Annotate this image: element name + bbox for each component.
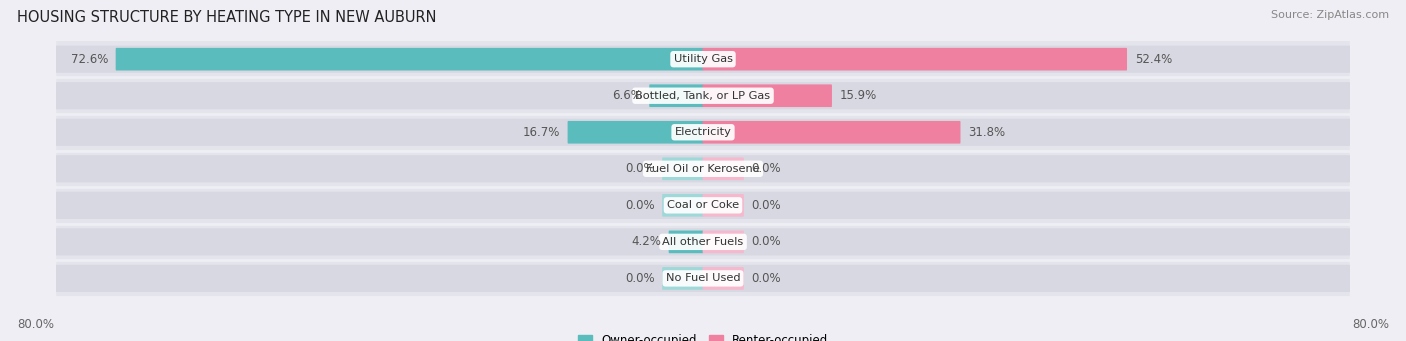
Text: 0.0%: 0.0%	[752, 199, 782, 212]
Text: 6.6%: 6.6%	[612, 89, 641, 102]
FancyBboxPatch shape	[662, 158, 703, 180]
FancyBboxPatch shape	[56, 155, 1350, 182]
FancyBboxPatch shape	[56, 228, 1350, 255]
Text: 16.7%: 16.7%	[523, 126, 560, 139]
FancyBboxPatch shape	[56, 114, 1350, 150]
FancyBboxPatch shape	[56, 119, 1350, 146]
Text: 0.0%: 0.0%	[752, 162, 782, 175]
FancyBboxPatch shape	[703, 267, 744, 290]
FancyBboxPatch shape	[568, 121, 703, 144]
FancyBboxPatch shape	[56, 46, 1350, 73]
Text: HOUSING STRUCTURE BY HEATING TYPE IN NEW AUBURN: HOUSING STRUCTURE BY HEATING TYPE IN NEW…	[17, 10, 436, 25]
FancyBboxPatch shape	[56, 41, 1350, 77]
Text: 52.4%: 52.4%	[1135, 53, 1173, 66]
Text: No Fuel Used: No Fuel Used	[665, 273, 741, 283]
FancyBboxPatch shape	[56, 192, 1350, 219]
FancyBboxPatch shape	[669, 231, 703, 253]
Text: Electricity: Electricity	[675, 127, 731, 137]
Text: 80.0%: 80.0%	[17, 318, 53, 331]
FancyBboxPatch shape	[703, 48, 1128, 71]
Text: 15.9%: 15.9%	[839, 89, 877, 102]
Text: 0.0%: 0.0%	[752, 235, 782, 248]
Text: All other Fuels: All other Fuels	[662, 237, 744, 247]
FancyBboxPatch shape	[56, 187, 1350, 224]
Text: Coal or Coke: Coal or Coke	[666, 200, 740, 210]
FancyBboxPatch shape	[703, 158, 744, 180]
FancyBboxPatch shape	[703, 231, 744, 253]
FancyBboxPatch shape	[650, 85, 703, 107]
Text: 31.8%: 31.8%	[969, 126, 1005, 139]
Text: 0.0%: 0.0%	[624, 272, 654, 285]
Text: Fuel Oil or Kerosene: Fuel Oil or Kerosene	[647, 164, 759, 174]
Text: Bottled, Tank, or LP Gas: Bottled, Tank, or LP Gas	[636, 91, 770, 101]
FancyBboxPatch shape	[56, 82, 1350, 109]
FancyBboxPatch shape	[703, 121, 960, 144]
Text: 4.2%: 4.2%	[631, 235, 661, 248]
Text: 0.0%: 0.0%	[752, 272, 782, 285]
FancyBboxPatch shape	[56, 265, 1350, 292]
FancyBboxPatch shape	[662, 267, 703, 290]
FancyBboxPatch shape	[703, 85, 832, 107]
Legend: Owner-occupied, Renter-occupied: Owner-occupied, Renter-occupied	[578, 334, 828, 341]
Text: 0.0%: 0.0%	[624, 199, 654, 212]
FancyBboxPatch shape	[662, 194, 703, 217]
FancyBboxPatch shape	[56, 150, 1350, 187]
Text: Utility Gas: Utility Gas	[673, 54, 733, 64]
FancyBboxPatch shape	[56, 260, 1350, 297]
Text: 0.0%: 0.0%	[624, 162, 654, 175]
FancyBboxPatch shape	[56, 77, 1350, 114]
Text: 80.0%: 80.0%	[1353, 318, 1389, 331]
FancyBboxPatch shape	[703, 194, 744, 217]
FancyBboxPatch shape	[56, 224, 1350, 260]
Text: 72.6%: 72.6%	[70, 53, 108, 66]
Text: Source: ZipAtlas.com: Source: ZipAtlas.com	[1271, 10, 1389, 20]
FancyBboxPatch shape	[115, 48, 703, 71]
